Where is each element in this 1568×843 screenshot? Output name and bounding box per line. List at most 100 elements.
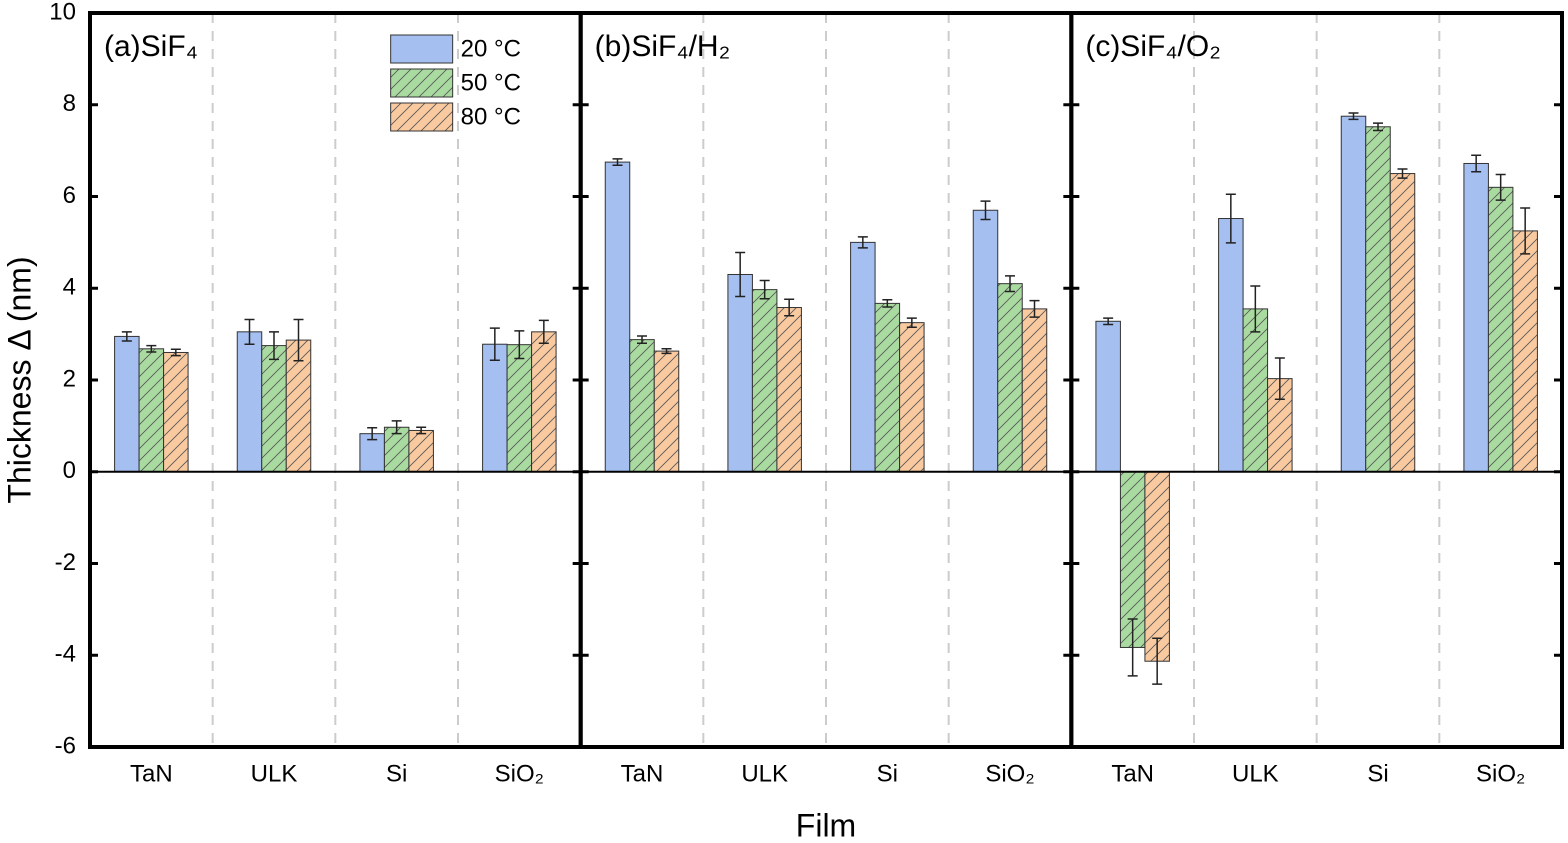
bar: [1365, 126, 1391, 473]
y-tick-label: -2: [55, 549, 76, 576]
legend-label: 80 °C: [461, 103, 521, 130]
bar: [776, 307, 802, 473]
error-bar: [661, 348, 672, 355]
bar: [506, 344, 533, 473]
error-bar: [784, 298, 795, 317]
bar: [653, 350, 680, 473]
legend-swatch: [390, 34, 454, 64]
bar: [285, 339, 312, 473]
error-bar: [1225, 193, 1236, 244]
error-bar: [244, 318, 255, 345]
y-tick-label: 10: [49, 0, 76, 25]
bar: [874, 302, 901, 473]
bar: [1487, 186, 1514, 473]
bar: [972, 209, 999, 473]
error-bar: [1471, 154, 1482, 173]
error-bar: [637, 335, 647, 345]
y-axis-label: Thickness Δ (nm): [1, 256, 37, 503]
legend-swatch: [390, 102, 454, 132]
y-tick-label: 2: [63, 365, 76, 392]
bar: [1512, 230, 1538, 473]
x-tick-label: ULK: [1232, 760, 1279, 787]
y-tick-label: -6: [55, 732, 76, 759]
panel-title: (a)SiF₄: [104, 30, 198, 63]
error-bar: [269, 331, 279, 361]
bar: [1340, 115, 1367, 473]
error-bar: [735, 251, 746, 298]
error-bar: [170, 348, 181, 357]
x-tick-label: Si: [386, 760, 407, 787]
error-bar: [367, 426, 378, 441]
bar: [997, 283, 1023, 473]
error-bar: [1348, 112, 1359, 121]
x-tick-label: ULK: [251, 760, 298, 787]
error-bar: [612, 158, 623, 167]
error-bar: [1373, 122, 1383, 132]
legend-swatch: [390, 68, 454, 98]
error-bar: [1397, 168, 1408, 179]
error-bar: [1520, 207, 1531, 255]
bar: [163, 351, 189, 473]
error-bar: [416, 426, 427, 435]
bar: [236, 331, 263, 473]
legend-label: 50 °C: [461, 69, 521, 96]
legend-label: 20 °C: [461, 35, 521, 62]
bar: [1144, 471, 1170, 662]
error-bar: [1250, 285, 1261, 333]
bar: [531, 331, 557, 473]
error-bar: [514, 330, 525, 360]
panel-title: (c)SiF₄/O₂: [1085, 30, 1221, 63]
bar: [1095, 320, 1121, 473]
x-axis-label: Film: [796, 807, 856, 843]
error-bar: [1274, 357, 1285, 401]
x-tick-label: SiO₂: [1476, 760, 1525, 787]
error-bar: [121, 331, 132, 342]
x-tick-label: ULK: [741, 760, 788, 787]
error-bar: [1152, 637, 1163, 685]
bar: [629, 339, 655, 473]
error-bar: [293, 318, 304, 362]
error-bar: [146, 344, 157, 353]
x-tick-label: TaN: [621, 760, 664, 787]
bar: [751, 289, 778, 473]
error-bar: [489, 327, 500, 362]
error-bar: [759, 279, 770, 300]
bar: [138, 348, 165, 473]
bar: [1242, 308, 1269, 473]
panel-title: (b)SiF₄/H₂: [595, 30, 731, 63]
bar: [1021, 308, 1048, 473]
bar: [114, 335, 140, 473]
error-bar: [1127, 618, 1138, 677]
y-tick-label: 0: [63, 457, 76, 484]
x-tick-label: Si: [1367, 760, 1388, 787]
bar: [1389, 173, 1416, 473]
error-bar: [906, 317, 917, 328]
bar: [408, 429, 434, 473]
error-bar: [1103, 317, 1114, 326]
error-bar: [1495, 173, 1506, 201]
x-tick-label: TaN: [1111, 760, 1154, 787]
y-tick-label: -4: [55, 641, 76, 668]
error-bar: [538, 319, 549, 345]
y-tick-label: 8: [63, 90, 76, 117]
bar: [604, 161, 631, 473]
x-tick-label: SiO₂: [985, 760, 1034, 787]
bar: [482, 343, 508, 473]
x-tick-label: Si: [877, 760, 898, 787]
y-tick-label: 6: [63, 182, 76, 209]
error-bar: [857, 236, 868, 249]
bar: [1463, 162, 1489, 473]
bar: [261, 345, 287, 473]
bar: [1218, 218, 1244, 473]
error-bar: [391, 420, 402, 435]
x-tick-label: TaN: [130, 760, 173, 787]
bar: [899, 322, 925, 473]
error-bar: [882, 298, 893, 308]
bar: [727, 273, 753, 473]
panel-frame: [1069, 11, 1565, 749]
error-bar: [1005, 275, 1015, 293]
bar: [850, 241, 876, 473]
x-tick-label: SiO₂: [495, 760, 544, 787]
y-tick-label: 4: [63, 274, 76, 301]
